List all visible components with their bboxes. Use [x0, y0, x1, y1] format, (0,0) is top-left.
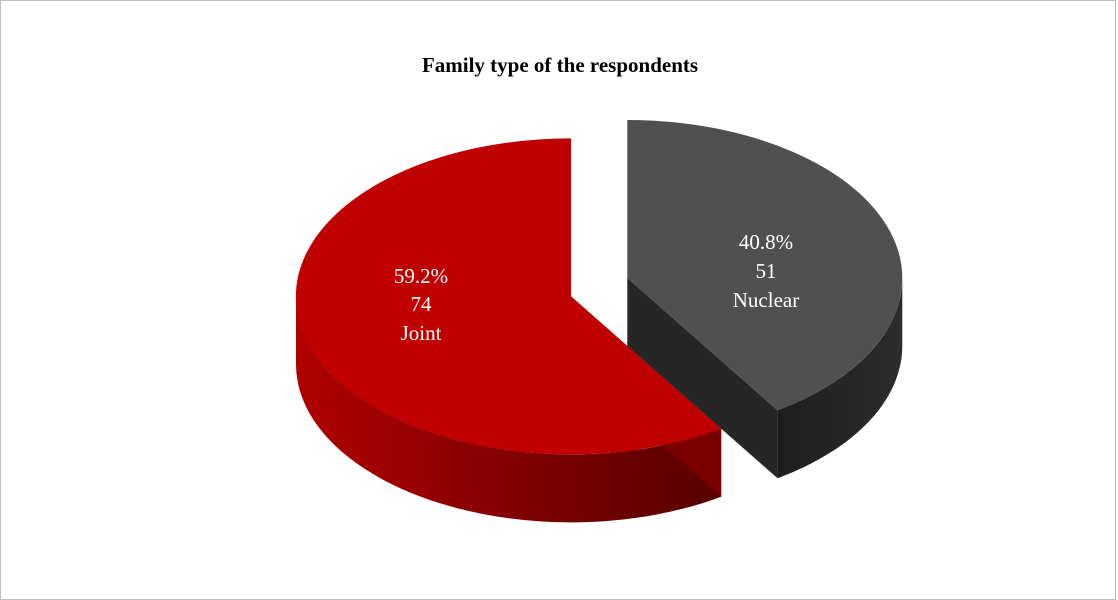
pie-label-joint-count: 74 — [411, 292, 433, 316]
pie-label-nuclear-name: Nuclear — [733, 288, 799, 312]
pie-slice-nuclear-wall — [627, 278, 778, 479]
pie-slice-joint-side — [296, 296, 722, 523]
pie-slice-nuclear-side — [777, 278, 903, 479]
chart-title: Family type of the respondents — [421, 53, 699, 77]
pie-label-joint-percent: 59.2% — [394, 264, 448, 288]
pie-label-nuclear-count: 51 — [756, 259, 777, 283]
pie-slice-nuclear-top — [627, 120, 903, 411]
pie-slice-joint-top — [295, 138, 722, 455]
pie-label-joint-name: Joint — [401, 321, 442, 345]
pie-label-nuclear-percent: 40.8% — [739, 230, 793, 254]
